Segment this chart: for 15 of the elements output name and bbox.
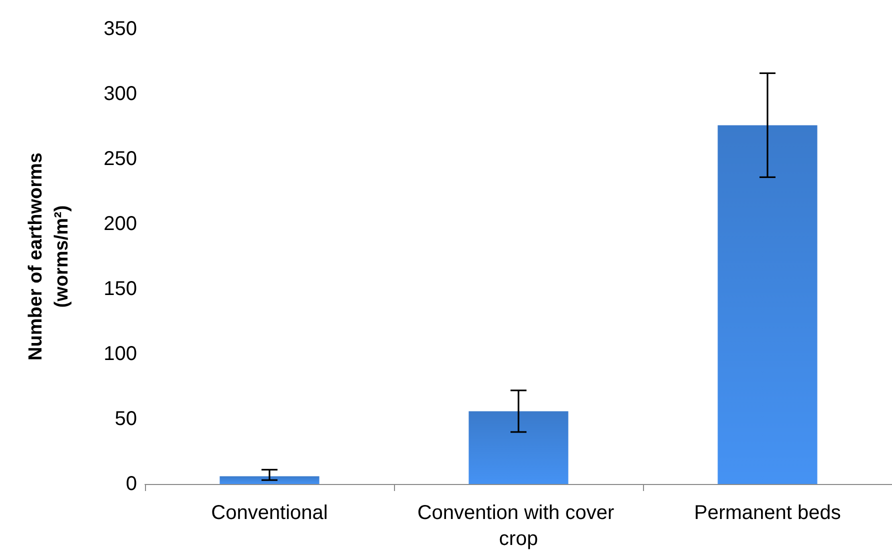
y-tick-label: 0 (126, 473, 137, 495)
y-tick-label: 50 (114, 408, 137, 430)
y-tick-label: 100 (104, 343, 137, 365)
x-tick-label: Conventional (211, 502, 328, 524)
y-tick-label: 300 (104, 83, 137, 105)
y-tick-label: 250 (104, 148, 137, 170)
y-axis-title: Number of earthworms (worms/m²) (26, 152, 72, 360)
x-tick-label: Convention with cover crop (417, 502, 620, 550)
bar (220, 476, 320, 484)
x-tick-label: Permanent beds (694, 502, 841, 524)
bar (718, 125, 818, 484)
y-tick-label: 150 (104, 278, 137, 300)
y-tick-label: 200 (104, 213, 137, 235)
bar (468, 411, 568, 484)
y-tick-label: 350 (104, 18, 137, 40)
